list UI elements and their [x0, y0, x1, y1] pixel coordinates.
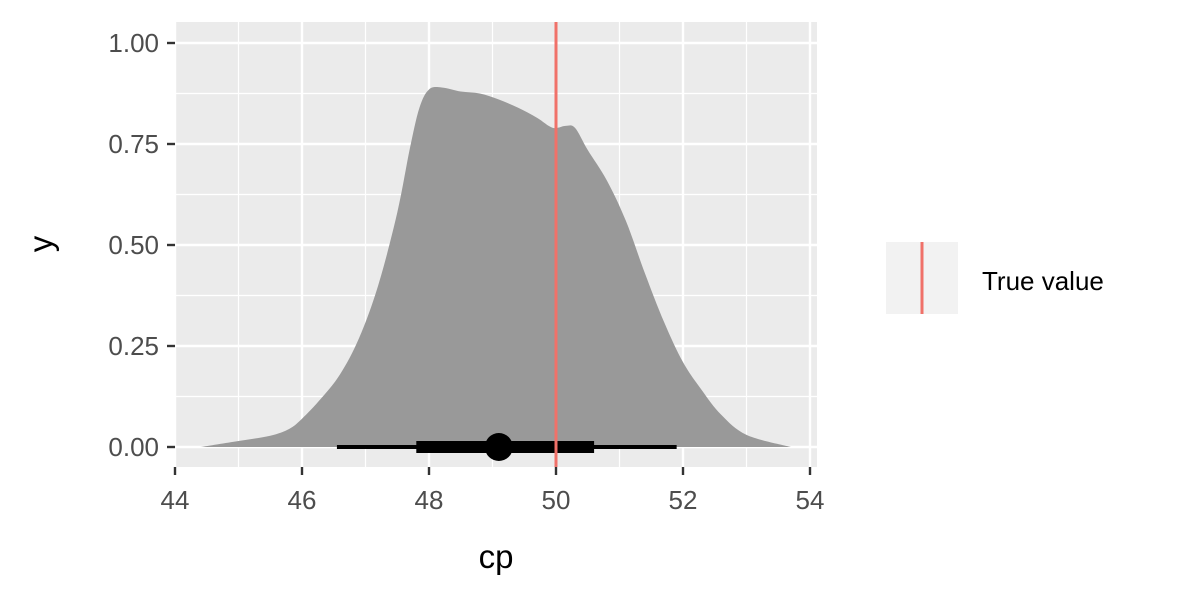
x-tick-label: 46: [288, 485, 317, 515]
y-tick-label: 0.00: [108, 432, 159, 462]
x-tick-label: 48: [415, 485, 444, 515]
x-tick-label: 50: [542, 485, 571, 515]
x-tick-label: 54: [796, 485, 825, 515]
x-tick-label: 44: [161, 485, 190, 515]
legend: True value: [886, 242, 1104, 314]
y-tick-label: 1.00: [108, 28, 159, 58]
density-area: [200, 87, 791, 448]
point-estimate: [484, 433, 513, 461]
x-axis-title: cp: [479, 538, 514, 575]
y-tick-label: 0.25: [108, 331, 159, 361]
y-axis: 0.00 0.25 0.50 0.75 1.00: [108, 28, 175, 462]
y-axis-title: y: [22, 235, 59, 252]
y-tick-label: 0.50: [108, 230, 159, 260]
x-axis: 44 46 48 50 52 54: [161, 467, 825, 515]
x-tick-label: 52: [669, 485, 698, 515]
y-tick-label: 0.75: [108, 129, 159, 159]
legend-label: True value: [982, 266, 1104, 296]
